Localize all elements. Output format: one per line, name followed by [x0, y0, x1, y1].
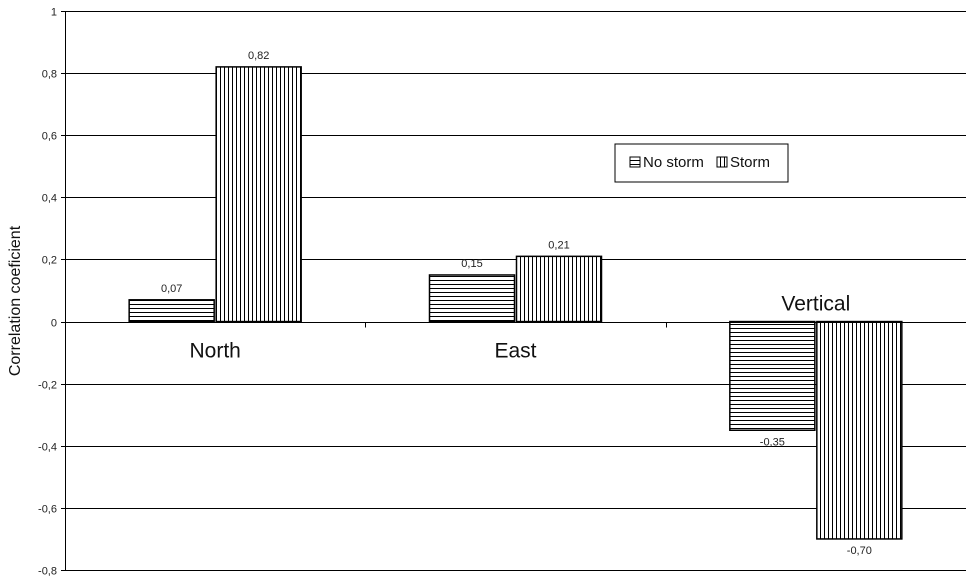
- y-tick-label: 0,6: [42, 131, 57, 143]
- category-labels: North East Vertical: [189, 293, 850, 363]
- data-label-no-storm: 0,07: [161, 283, 182, 295]
- y-tick-label: 0,2: [42, 255, 57, 267]
- bar-storm: [515, 255, 603, 323]
- category-label: Vertical: [781, 293, 850, 316]
- legend-swatch-no-storm: [629, 156, 641, 168]
- axes: [65, 11, 966, 570]
- y-tick-label: 0,8: [42, 69, 57, 81]
- category-label: North: [189, 340, 240, 363]
- legend-label-storm: Storm: [730, 154, 770, 171]
- legend: No storm Storm: [614, 143, 789, 183]
- bar-no-storm: [428, 274, 516, 323]
- y-tick-label: 1: [51, 7, 57, 19]
- y-tick-label: 0: [51, 318, 57, 330]
- y-tick-label: 0,4: [42, 193, 57, 205]
- y-axis-tick-labels: 1 0,8 0,6 0,4 0,2 0 -0,2 -0,4 -0,6 -0,8: [38, 7, 65, 578]
- y-tick-label: -0,2: [38, 380, 57, 392]
- data-labels: 0,07 0,82 0,15 0,21 -0,35 -0,70: [161, 50, 872, 557]
- data-label-no-storm: -0,35: [760, 436, 785, 448]
- data-label-storm: 0,82: [248, 50, 269, 62]
- bars: [128, 66, 903, 540]
- data-label-storm: 0,21: [548, 239, 569, 251]
- y-tick-label: -0,8: [38, 566, 57, 578]
- legend-box: [614, 143, 789, 183]
- y-tick-label: -0,4: [38, 442, 57, 454]
- bar-no-storm: [729, 320, 816, 431]
- bar-storm: [215, 66, 302, 323]
- y-axis-title: Correlation coeficient: [7, 225, 24, 376]
- bar-storm: [816, 320, 903, 540]
- category-label: East: [494, 340, 536, 363]
- legend-swatch-storm: [716, 156, 728, 168]
- bar-no-storm: [128, 299, 215, 323]
- data-label-no-storm: 0,15: [461, 258, 482, 270]
- data-label-storm: -0,70: [847, 545, 872, 557]
- legend-label-no-storm: No storm: [643, 154, 704, 171]
- y-tick-label: -0,6: [38, 504, 57, 516]
